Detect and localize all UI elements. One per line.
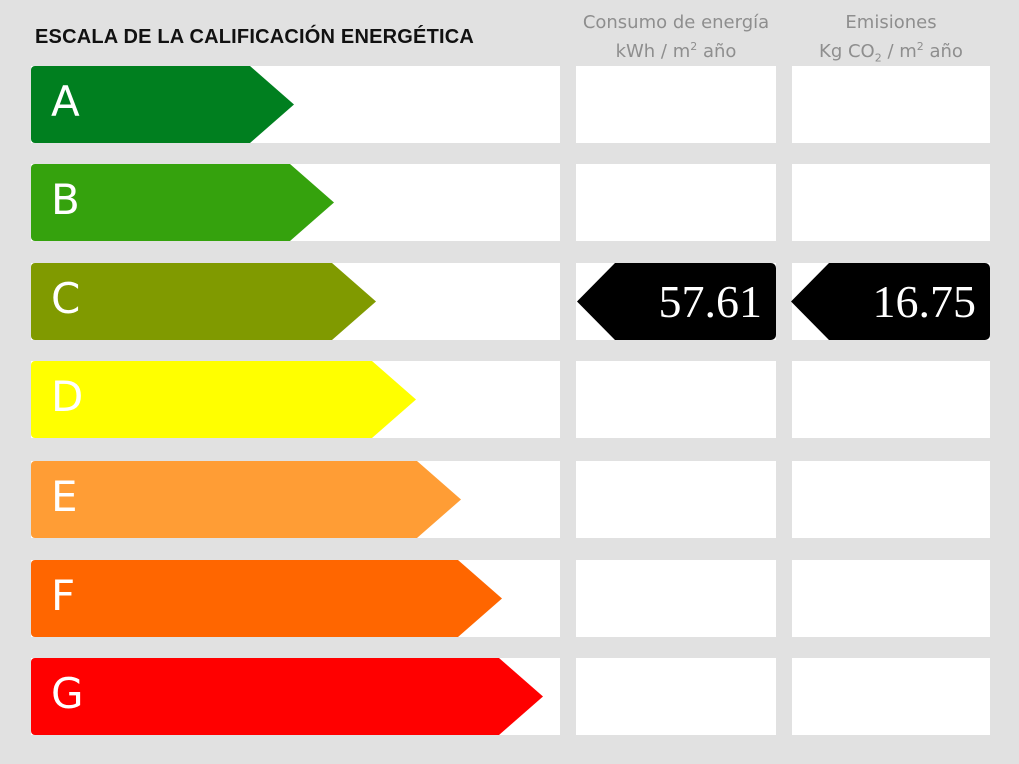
page-title: ESCALA DE LA CALIFICACIÓN ENERGÉTICA (35, 26, 475, 48)
rating-letter: D (51, 372, 84, 421)
emissions-cell (792, 658, 990, 735)
rating-letter: A (51, 77, 80, 126)
energy-column-header: Consumo de energía kWh / m2 año (571, 11, 781, 64)
energy-cell (576, 658, 776, 735)
energy-cell (576, 361, 776, 438)
rating-arrow-d: D (31, 361, 416, 438)
rating-row-d: D (0, 361, 1019, 438)
rating-row-e: E (0, 461, 1019, 538)
energy-cell (576, 66, 776, 143)
emissions-header-line1: Emisiones (845, 12, 937, 33)
rating-letter: F (51, 571, 76, 620)
rating-row-a: A (0, 66, 1019, 143)
emissions-cell (792, 461, 990, 538)
emissions-column-header: Emisiones Kg CO2 / m2 año (786, 11, 996, 71)
rating-row-g: G (0, 658, 1019, 735)
emissions-cell (792, 361, 990, 438)
rating-arrow-c: C (31, 263, 376, 340)
emissions-value-tag: 16.75 (791, 263, 990, 340)
energy-cell (576, 560, 776, 637)
energy-header-unit: kWh / m2 año (615, 40, 737, 62)
emissions-cell (792, 164, 990, 241)
rating-letter: G (51, 669, 84, 718)
emissions-cell (792, 66, 990, 143)
rating-arrow-f: F (31, 560, 502, 637)
rating-arrow-b: B (31, 164, 334, 241)
rating-arrow-a: A (31, 66, 294, 143)
rating-letter: C (51, 274, 81, 323)
rating-row-f: F (0, 560, 1019, 637)
rating-arrow-e: E (31, 461, 461, 538)
energy-cell (576, 461, 776, 538)
rating-row-b: B (0, 164, 1019, 241)
energy-cell (576, 164, 776, 241)
rating-letter: B (51, 175, 80, 224)
energy-value-tag: 57.61 (577, 263, 776, 340)
energy-header-line1: Consumo de energía (582, 12, 770, 33)
rating-row-c: C 57.61 16.75 (0, 263, 1019, 340)
rating-letter: E (51, 472, 78, 521)
emissions-header-unit: Kg CO2 / m2 año (819, 40, 963, 65)
rating-arrow-g: G (31, 658, 543, 735)
emissions-cell (792, 560, 990, 637)
